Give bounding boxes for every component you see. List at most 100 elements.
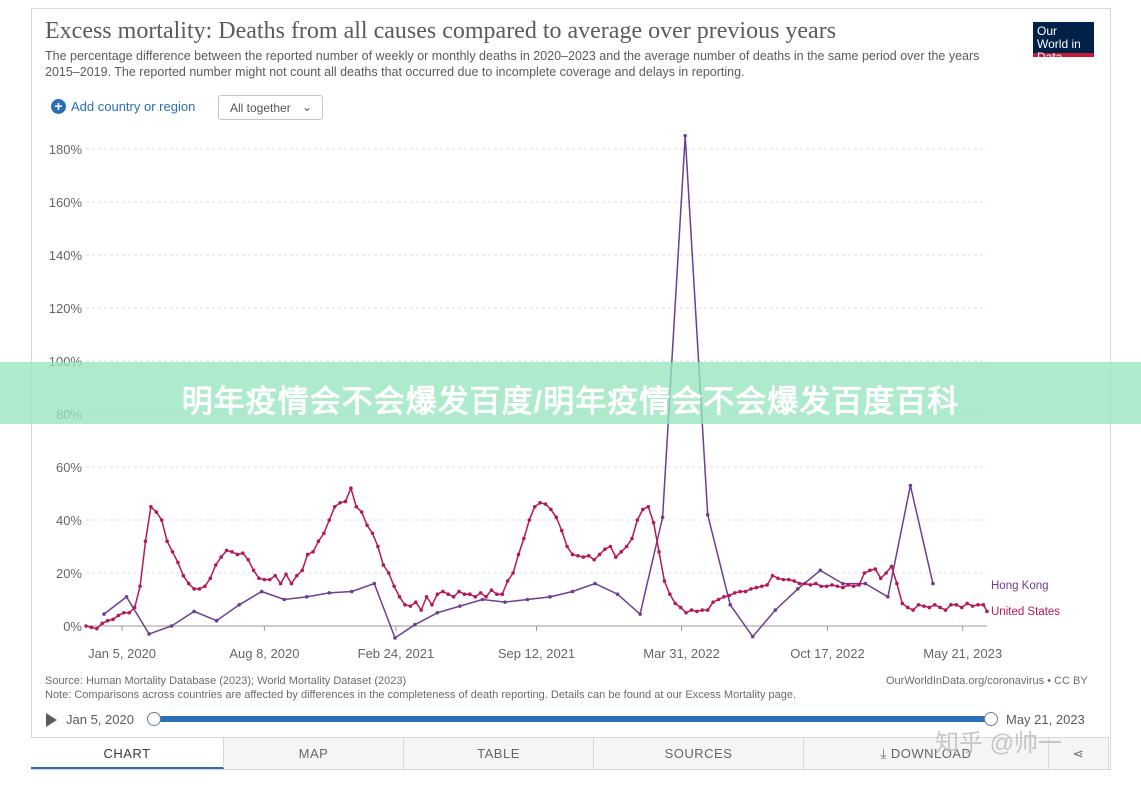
data-point — [246, 557, 250, 562]
data-point — [458, 604, 462, 608]
timeline-end-handle[interactable] — [984, 712, 998, 726]
data-point — [657, 550, 661, 554]
data-point — [673, 601, 678, 606]
tab-download[interactable]: ⤓ DOWNLOAD — [804, 738, 1049, 769]
data-point — [911, 608, 915, 612]
data-point — [165, 539, 169, 543]
data-point — [84, 624, 88, 628]
data-point — [916, 603, 921, 607]
data-point — [646, 504, 651, 509]
data-point — [480, 597, 485, 602]
data-point — [593, 581, 597, 586]
owid-logo[interactable]: Our World in Data — [1033, 22, 1094, 64]
data-point — [949, 603, 953, 607]
data-point — [268, 577, 272, 582]
timeline-track[interactable] — [154, 716, 991, 722]
x-tick-label: Sep 12, 2021 — [498, 646, 575, 661]
data-point — [527, 518, 532, 522]
data-point — [413, 622, 417, 627]
x-tick-label: Oct 17, 2022 — [790, 646, 864, 661]
data-point — [938, 605, 942, 610]
tab-table[interactable]: TABLE — [404, 738, 594, 769]
play-icon[interactable] — [46, 713, 57, 727]
y-tick-label: 40% — [56, 513, 82, 528]
data-point — [511, 571, 515, 575]
data-point — [603, 547, 607, 551]
data-point — [835, 584, 840, 589]
data-point — [413, 600, 418, 604]
x-tick-label: May 21, 2023 — [923, 646, 1002, 661]
share-button[interactable]: ⋖ — [1049, 738, 1109, 769]
data-point — [127, 610, 132, 615]
data-point — [749, 587, 753, 591]
data-point — [959, 605, 964, 610]
data-point — [548, 595, 552, 599]
data-point — [581, 555, 586, 559]
data-point — [814, 581, 818, 586]
data-point — [750, 634, 755, 639]
y-tick-label: 140% — [49, 248, 83, 263]
data-point — [570, 589, 575, 594]
data-point — [630, 536, 634, 541]
overlay-banner-text: 明年疫情会不会爆发百度/明年疫情会不会爆发百度百科 — [181, 384, 960, 419]
facet-dropdown[interactable]: All together ⌄ — [218, 95, 323, 120]
data-point — [543, 502, 548, 506]
data-point — [365, 523, 369, 528]
data-point — [522, 536, 526, 541]
data-point — [349, 486, 353, 491]
data-point — [192, 609, 196, 614]
data-point — [795, 587, 800, 591]
data-point — [525, 597, 530, 602]
data-point — [705, 512, 710, 517]
tab-sources[interactable]: SOURCES — [594, 738, 804, 769]
data-point — [338, 500, 342, 505]
data-point — [208, 576, 213, 581]
chevron-down-icon: ⌄ — [301, 100, 312, 114]
data-point — [684, 610, 688, 615]
data-point — [100, 621, 105, 626]
data-point — [549, 507, 553, 512]
data-point — [689, 608, 694, 612]
tab-download-label: DOWNLOAD — [890, 746, 972, 761]
data-point — [597, 552, 602, 557]
data-point — [376, 544, 380, 549]
data-point — [538, 500, 542, 505]
data-point — [147, 632, 151, 636]
data-point — [430, 603, 434, 607]
data-point — [440, 589, 445, 594]
data-point — [635, 518, 640, 522]
data-point — [424, 595, 429, 599]
data-point — [624, 544, 629, 549]
data-point — [124, 595, 129, 599]
license-text[interactable]: OurWorldInData.org/coronavirus • CC BY — [886, 675, 1088, 687]
data-point — [873, 567, 878, 571]
data-point — [111, 617, 115, 622]
data-point — [392, 584, 396, 589]
data-point — [922, 604, 926, 608]
data-point — [435, 610, 440, 615]
series-lines — [84, 133, 989, 640]
data-point — [976, 603, 980, 607]
timeline-start-handle[interactable] — [147, 712, 161, 726]
data-point — [559, 528, 564, 533]
data-point — [170, 550, 175, 554]
data-point — [214, 618, 219, 623]
x-tick-label: Feb 24, 2021 — [358, 646, 435, 661]
watermark-text: 知乎 @帅一 — [935, 730, 1063, 757]
data-point — [289, 581, 294, 586]
dropdown-value: All together — [230, 101, 291, 115]
plus-icon: + — [51, 99, 66, 114]
data-point — [884, 571, 888, 575]
data-point — [230, 550, 234, 554]
data-point — [251, 568, 256, 573]
tab-chart[interactable]: CHART — [31, 738, 224, 769]
y-tick-label: 160% — [49, 195, 83, 210]
tab-map[interactable]: MAP — [224, 738, 404, 769]
data-point — [862, 571, 867, 575]
data-point — [192, 587, 196, 591]
data-point — [451, 595, 456, 599]
data-point — [728, 603, 733, 607]
add-country-button[interactable]: + Add country or region — [51, 99, 195, 114]
data-point — [797, 581, 802, 586]
data-point — [905, 605, 910, 610]
